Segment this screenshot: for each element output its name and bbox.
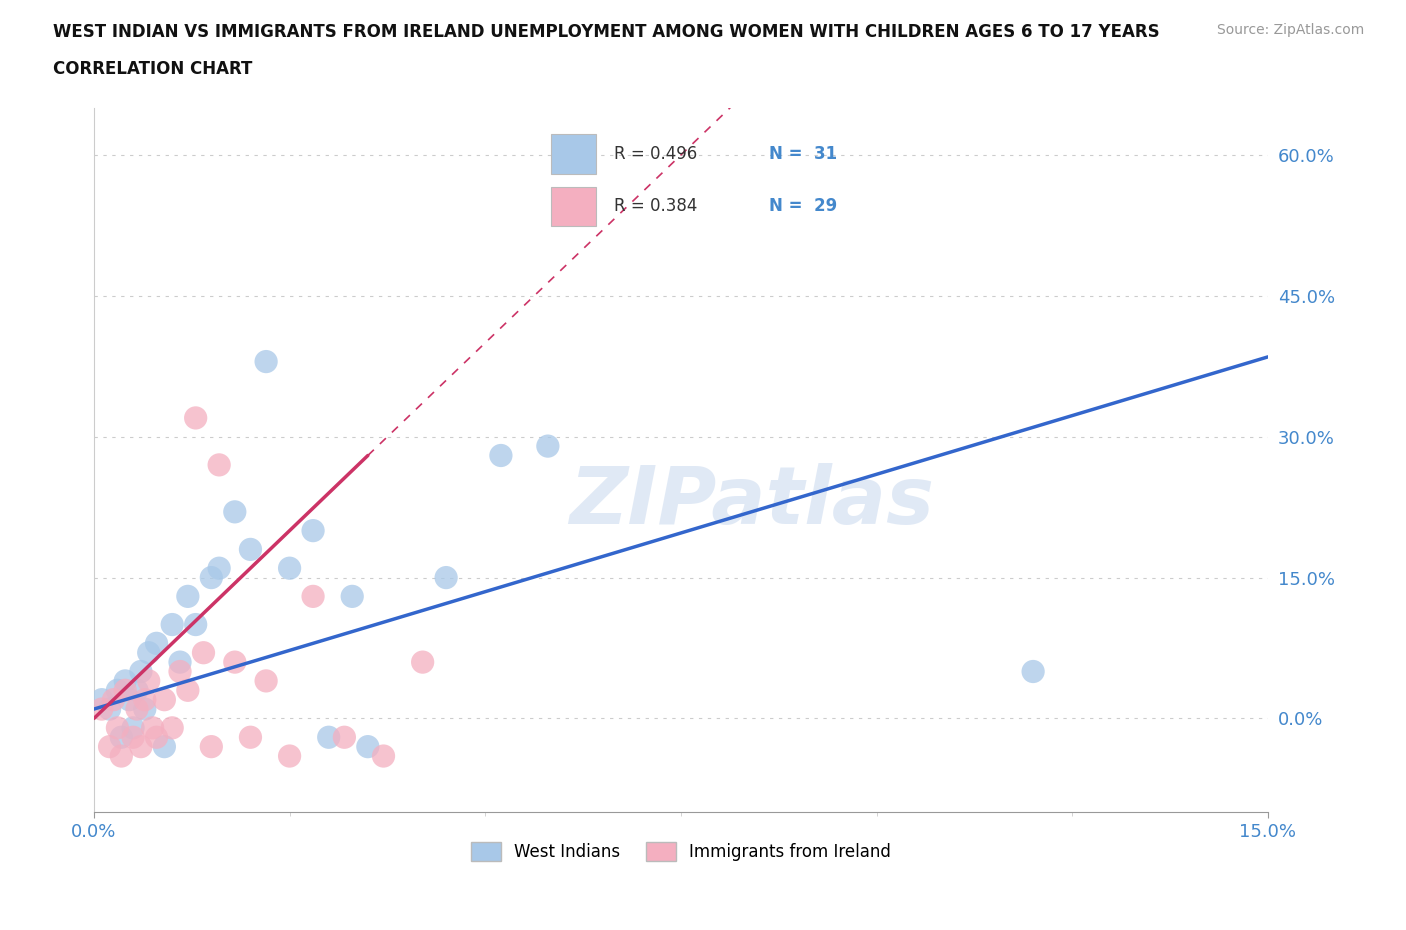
Point (184, 618, 207, 632)
Point (90, 692, 112, 707)
Legend: West Indians, Immigrants from Ireland: West Indians, Immigrants from Ireland (464, 835, 897, 868)
Point (208, 458, 231, 472)
Point (224, 504, 246, 519)
Point (537, 439, 560, 454)
Point (153, 739, 176, 754)
Point (107, 683, 129, 698)
Point (153, 692, 176, 707)
Point (122, 721, 145, 736)
Point (122, 730, 145, 745)
Point (129, 664, 152, 679)
Point (110, 730, 132, 745)
Point (333, 730, 356, 745)
Point (357, 739, 380, 754)
Point (239, 542, 262, 557)
Point (110, 749, 132, 764)
Point (318, 730, 340, 745)
Point (200, 570, 222, 585)
Point (278, 561, 301, 576)
Point (302, 589, 325, 604)
Point (103, 692, 125, 707)
Point (134, 692, 156, 707)
Point (107, 721, 129, 736)
Point (98, 739, 121, 754)
Point (138, 645, 160, 660)
Text: WEST INDIAN VS IMMIGRANTS FROM IRELAND UNEMPLOYMENT AMONG WOMEN WITH CHILDREN AG: WEST INDIAN VS IMMIGRANTS FROM IRELAND U… (53, 23, 1160, 41)
Point (145, 730, 167, 745)
Point (114, 683, 136, 698)
Point (434, 570, 457, 585)
Point (254, 354, 277, 369)
Text: CORRELATION CHART: CORRELATION CHART (53, 60, 253, 78)
Point (169, 664, 191, 679)
Point (254, 673, 277, 688)
Point (489, 448, 512, 463)
Point (129, 739, 152, 754)
Point (169, 655, 191, 670)
Point (134, 701, 156, 716)
Point (239, 730, 262, 745)
Point (302, 524, 325, 538)
Point (160, 721, 183, 736)
Point (125, 701, 148, 716)
Point (208, 561, 231, 576)
Point (200, 739, 222, 754)
Point (145, 636, 167, 651)
Point (177, 683, 200, 698)
Point (412, 655, 434, 670)
Point (90, 701, 112, 716)
Point (278, 749, 301, 764)
Text: ZIPatlas: ZIPatlas (569, 463, 934, 541)
Point (125, 683, 148, 698)
Point (224, 655, 246, 670)
Point (114, 673, 136, 688)
Point (193, 645, 215, 660)
Point (177, 589, 200, 604)
Point (138, 673, 160, 688)
Point (118, 692, 141, 707)
Point (373, 749, 395, 764)
Point (160, 618, 183, 632)
Point (184, 410, 207, 425)
Text: Source: ZipAtlas.com: Source: ZipAtlas.com (1216, 23, 1364, 37)
Point (342, 589, 364, 604)
Point (142, 721, 165, 736)
Point (98, 701, 121, 716)
Point (1022, 664, 1045, 679)
